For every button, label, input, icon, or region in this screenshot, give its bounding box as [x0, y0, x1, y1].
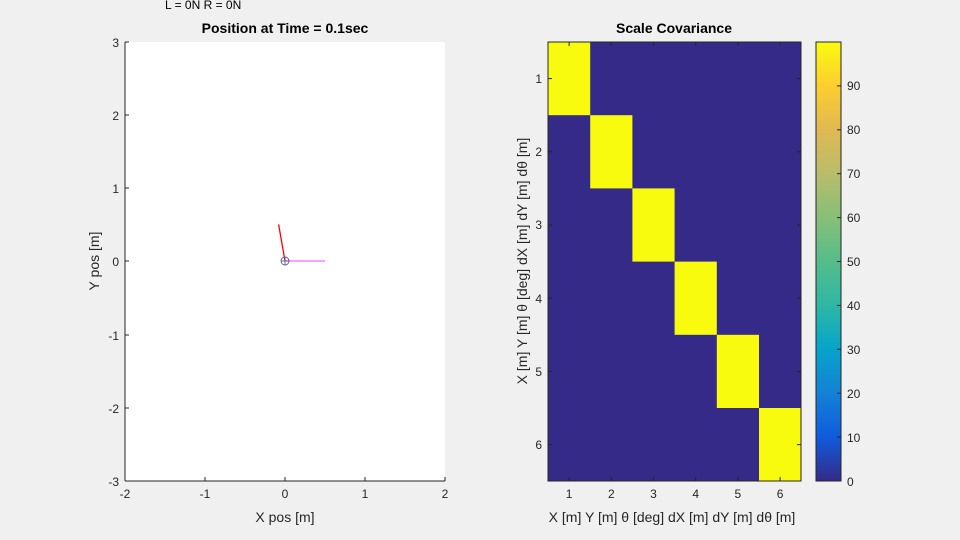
svg-text:6: 6 [535, 438, 542, 452]
svg-text:-2: -2 [108, 402, 119, 416]
svg-text:6: 6 [777, 487, 784, 501]
heatmap-x-ticks [568, 42, 781, 481]
x-ticks [124, 477, 446, 481]
colorbar-ticks [837, 85, 841, 482]
svg-text:-3: -3 [108, 475, 119, 489]
position-plot-title: Position at Time = 0.1sec [202, 20, 369, 36]
svg-text:5: 5 [735, 487, 742, 501]
colorbar-tick-labels: 0 10 20 30 40 50 60 70 80 90 [847, 79, 861, 489]
svg-text:70: 70 [847, 167, 861, 181]
svg-text:2: 2 [112, 109, 119, 123]
svg-text:10: 10 [847, 431, 861, 445]
y-ticks [125, 41, 129, 482]
svg-text:3: 3 [112, 36, 119, 50]
svg-text:1: 1 [566, 487, 573, 501]
heatmap-frame [547, 41, 802, 482]
svg-text:50: 50 [847, 255, 861, 269]
svg-text:80: 80 [847, 123, 861, 137]
svg-text:5: 5 [535, 365, 542, 379]
x-tick-labels: -2 -1 0 1 2 [120, 487, 449, 501]
heatmap-x-axis-label: X [m] Y [m] θ [deg] dX [m] dY [m] dθ [m] [549, 509, 796, 525]
position-plot[interactable]: Position at Time = 0.1sec -2 -1 0 1 2 [86, 20, 449, 525]
svg-text:-1: -1 [108, 329, 119, 343]
colorbar-gradient[interactable] [815, 41, 842, 482]
svg-text:2: 2 [535, 145, 542, 159]
svg-text:0: 0 [847, 475, 854, 489]
svg-text:40: 40 [847, 299, 861, 313]
svg-text:90: 90 [847, 79, 861, 93]
covariance-heatmap[interactable]: Scale Covariance [514, 20, 802, 525]
y-tick-labels: -3 -2 -1 0 1 2 3 [108, 36, 119, 489]
svg-text:3: 3 [650, 487, 657, 501]
heatmap-y-axis-label: X [m] Y [m] θ [deg] dX [m] dY [m] dθ [m] [514, 138, 530, 385]
svg-text:0: 0 [282, 487, 289, 501]
svg-text:-1: -1 [200, 487, 211, 501]
heatmap-diagonal-cells [548, 42, 801, 481]
heatmap-y-tick-labels: 1 2 3 4 5 6 [535, 72, 542, 452]
robot-marker-icon [280, 256, 290, 266]
svg-text:-2: -2 [120, 487, 131, 501]
heatmap-y-ticks [548, 78, 801, 446]
y-axis-label: Y pos [m] [86, 232, 102, 291]
colorbar[interactable]: 0 10 20 30 40 50 60 70 80 90 [815, 41, 861, 489]
svg-text:4: 4 [692, 487, 699, 501]
svg-text:20: 20 [847, 387, 861, 401]
x-axis-label: X pos [m] [255, 509, 314, 525]
svg-text:3: 3 [535, 218, 542, 232]
svg-text:0: 0 [112, 255, 119, 269]
heatmap-x-tick-labels: 1 2 3 4 5 6 [566, 487, 784, 501]
svg-text:1: 1 [535, 72, 542, 86]
svg-text:1: 1 [362, 487, 369, 501]
heatmap-title: Scale Covariance [616, 20, 732, 36]
svg-text:2: 2 [608, 487, 615, 501]
svg-text:4: 4 [535, 292, 542, 306]
svg-text:2: 2 [442, 487, 449, 501]
svg-text:60: 60 [847, 211, 861, 225]
force-annotation: L = 0N R = 0N [165, 0, 241, 12]
svg-text:1: 1 [112, 182, 119, 196]
heading-line [277, 224, 286, 262]
svg-text:30: 30 [847, 343, 861, 357]
